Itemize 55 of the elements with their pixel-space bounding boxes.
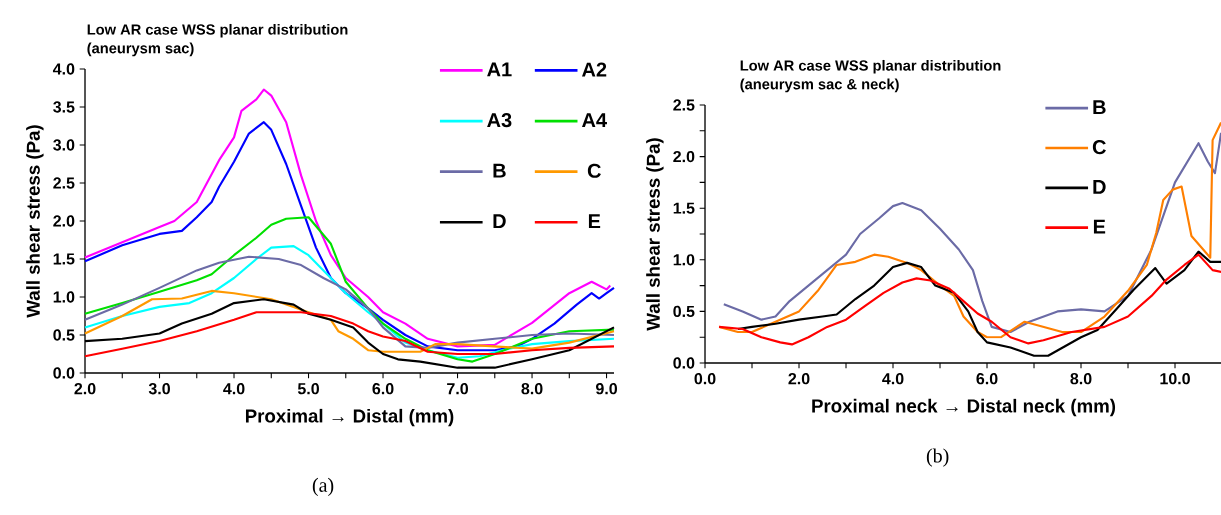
y-axis-title: Wall shear stress (Pa) <box>646 138 664 331</box>
x-tick-label: 10.0 <box>1160 373 1190 385</box>
line-series <box>83 245 616 359</box>
x-tick-label: 5.0 <box>297 383 319 395</box>
y-tick-label: 2.0 <box>673 150 695 163</box>
legend-label: A2 <box>582 62 607 77</box>
legend-label: C <box>587 163 601 178</box>
chart-subtitle: (aneurysm sac & neck) <box>740 78 899 93</box>
legend-label: E <box>588 214 601 229</box>
y-tick-label: 2.5 <box>53 177 75 189</box>
y-tick-label: 1.5 <box>53 253 75 265</box>
line-series <box>83 255 616 349</box>
y-tick-label: 0.5 <box>53 329 75 341</box>
y-tick-label: 0.0 <box>673 357 695 369</box>
legend-label: B <box>493 163 506 178</box>
line-series <box>83 311 616 358</box>
y-tick-label: 0.5 <box>673 305 695 318</box>
y-tick-label: 3.5 <box>53 101 75 113</box>
x-tick-label: 8.0 <box>1070 373 1092 385</box>
x-tick-label: 3.0 <box>148 383 170 395</box>
legend-label: D <box>493 214 506 229</box>
y-axis-title: Wall shear stress (Pa) <box>26 125 44 318</box>
chart-subtitle: (aneurysm sac) <box>87 42 194 57</box>
legend-label: B <box>1093 100 1106 115</box>
legend-label: A4 <box>582 113 607 127</box>
x-tick-label: 6.0 <box>372 383 394 395</box>
text: (a) <box>312 477 334 496</box>
y-tick-label: 1.0 <box>673 254 695 266</box>
x-axis-title: Proximal neck → Distal neck (mm) <box>812 398 1116 417</box>
x-tick-label: 6.0 <box>976 373 998 385</box>
y-tick-label: 2.0 <box>53 215 75 227</box>
chart-title: Low AR case WSS planar distribution <box>87 23 348 38</box>
text: (b) <box>926 448 949 467</box>
y-tick-label: 3.0 <box>53 139 75 151</box>
y-tick-label: 4.0 <box>52 63 75 75</box>
legend-label: E <box>1093 219 1106 234</box>
line-series <box>83 216 616 363</box>
legend-label: A1 <box>487 62 512 77</box>
line-series <box>718 253 1221 346</box>
x-tick-label: 4.0 <box>882 373 904 385</box>
chart-title: Low AR case WSS planar distribution <box>740 59 1001 74</box>
x-tick-label: 0.0 <box>694 373 716 385</box>
legend-label: A3 <box>487 113 512 128</box>
x-tick-label: 9.0 <box>595 383 618 395</box>
y-tick-label: 1.5 <box>673 202 695 214</box>
x-axis-title: Proximal → Distal (mm) <box>245 408 454 427</box>
y-tick-label: 1.0 <box>53 291 75 303</box>
legend-label: D <box>1093 180 1106 194</box>
x-tick-label: 4.0 <box>223 383 245 395</box>
x-tick-label: 7.0 <box>447 383 468 395</box>
y-tick-label: 2.5 <box>673 99 695 111</box>
x-tick-label: 8.0 <box>521 383 543 395</box>
x-tick-label: 2.0 <box>788 373 810 385</box>
legend-label: C <box>1092 140 1106 155</box>
x-tick-label: 2.0 <box>74 383 96 395</box>
